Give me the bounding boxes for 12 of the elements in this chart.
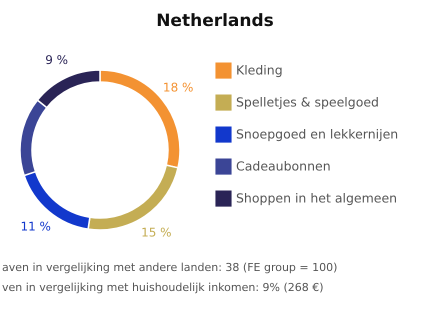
text: ven in vergelijking met huishoudelijk inkomen: 9% (268 €)	[2, 281, 324, 294]
legend-label: Snoepgoed en lekkernijen	[236, 126, 398, 142]
text: aven in vergelijking met andere landen: 38 (FE group = 100)	[2, 261, 338, 274]
data-label: 9 %	[45, 52, 68, 67]
legend-label: Shoppen in het algemeen	[236, 190, 398, 206]
data-label: 18 %	[162, 80, 194, 95]
data-label: 11 %	[20, 220, 51, 234]
legend-label: Spelletjes & speelgoed	[236, 94, 379, 110]
legend-label: Kleding	[236, 62, 283, 78]
data-label: 15 %	[141, 226, 172, 240]
chart-title: Netherlands	[156, 11, 274, 31]
legend-label: Cadeaubonnen	[236, 158, 331, 174]
